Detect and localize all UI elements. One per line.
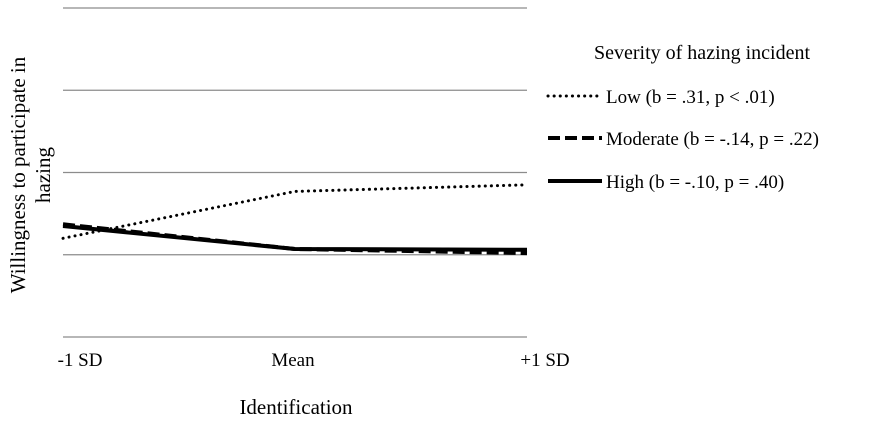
legend-label-high: High (b = -.10, p = .40) [606,172,784,193]
y-axis-title-line-2: hazing [31,147,55,203]
series-line-low [61,183,529,240]
x-tick-label-low: -1 SD [58,350,103,371]
x-tick-label-high: +1 SD [520,350,569,371]
gridlines [63,7,527,338]
y-axis-title-line-1: Willingness to participate in [6,56,30,293]
y-axis-title: Willingness to participate in hazing [6,56,55,293]
legend-title: Severity of hazing incident [594,42,810,64]
legend-label-moderate: Moderate (b = -.14, p = .22) [606,129,819,150]
x-tick-labels: -1 SD Mean +1 SD [58,350,570,371]
legend: Severity of hazing incident Low (b = .31… [546,42,819,193]
series-lines [61,183,529,256]
x-tick-label-mean: Mean [271,350,315,371]
legend-items: Low (b = .31, p < .01) Moderate (b = -.14… [546,87,819,193]
legend-label-low: Low (b = .31, p < .01) [606,87,775,108]
x-axis-title: Identification [239,395,353,419]
series-line-high [62,224,528,252]
